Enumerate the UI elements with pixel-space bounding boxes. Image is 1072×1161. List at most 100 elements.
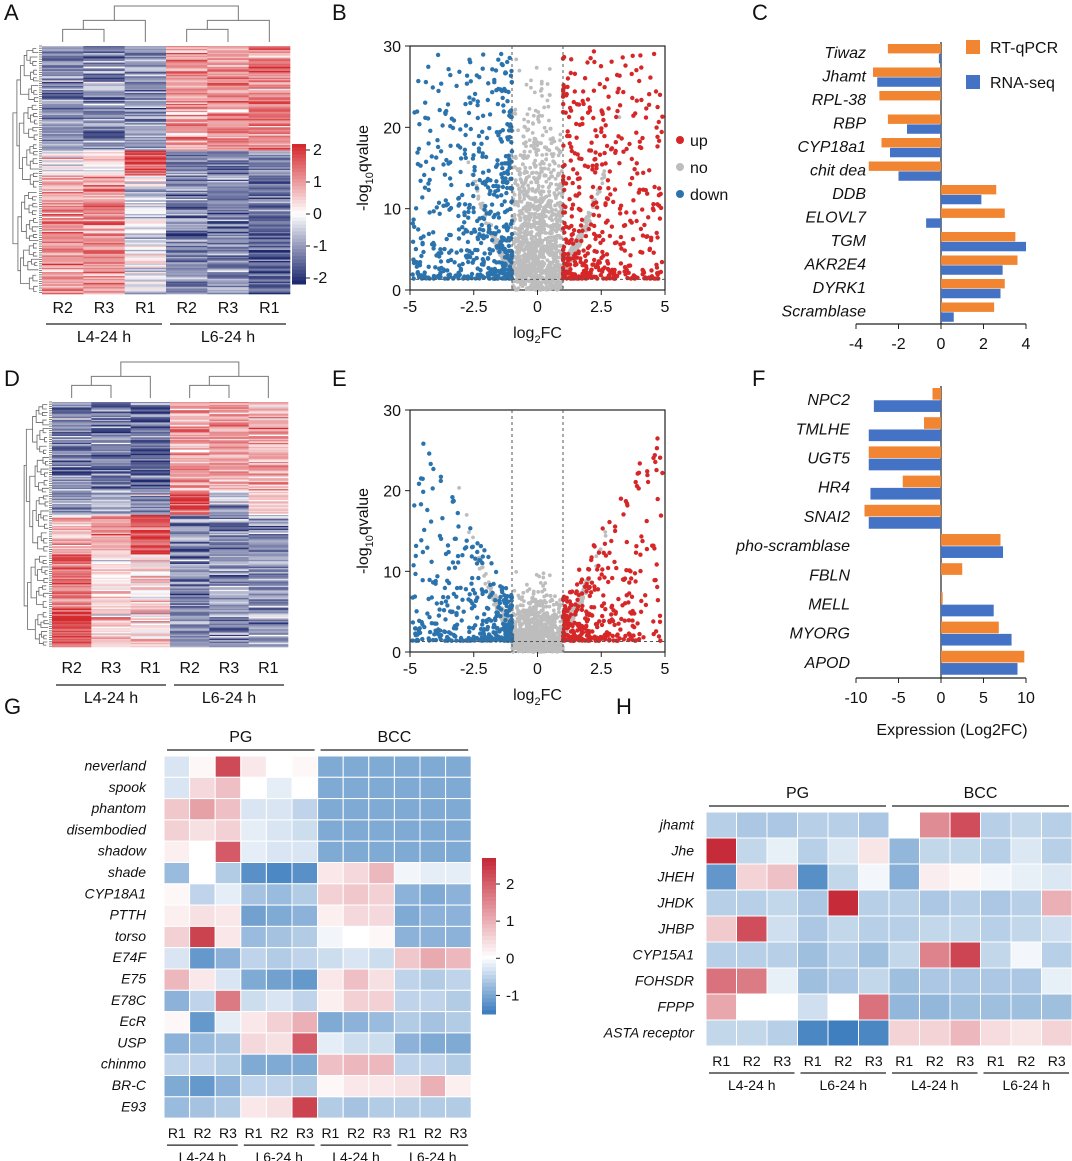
point-no — [520, 181, 524, 185]
heatmap-cell — [170, 498, 210, 501]
point-down — [484, 234, 490, 239]
dendrogram-branch — [21, 201, 27, 232]
heatmap-cell — [248, 243, 291, 245]
heatmap-cell — [83, 108, 125, 110]
point-no — [553, 272, 558, 277]
heatmap-cell — [130, 527, 171, 529]
point-down — [497, 129, 503, 135]
heatmap-cell — [209, 406, 249, 408]
point-down — [426, 141, 431, 146]
heatmap-cell — [248, 406, 289, 408]
heatmap-cell — [170, 487, 210, 490]
heatmap-cell — [83, 50, 125, 52]
heatmap-cell — [248, 277, 291, 280]
heatmap-cell — [42, 179, 84, 182]
heatmap-cell — [166, 167, 208, 169]
heatmap-cell — [170, 502, 210, 505]
point-down — [428, 128, 433, 133]
heatmap-cell — [91, 583, 131, 585]
heatmap-cell — [170, 592, 210, 595]
heatmap-cell — [42, 252, 84, 255]
heatmap-cell — [124, 234, 167, 237]
heatmap-cell — [209, 410, 249, 412]
point-no — [526, 259, 531, 264]
point-no — [532, 278, 537, 282]
heatmap-cell — [52, 456, 92, 459]
heatmap-cell — [248, 451, 289, 453]
heatmap-cell — [248, 455, 289, 457]
point-down — [431, 246, 436, 251]
point-down — [421, 234, 426, 239]
heatmap-cell — [130, 614, 171, 616]
point-up — [597, 81, 602, 87]
heatmap-cell — [83, 176, 125, 179]
point-no — [540, 94, 544, 98]
heatmap-cell — [83, 291, 125, 293]
heatmap-cell — [166, 65, 208, 67]
point-no — [529, 78, 533, 83]
point-down — [486, 276, 492, 281]
heatmap-cell — [52, 502, 92, 505]
heatmap-cell — [130, 568, 171, 570]
heatmap-cell — [42, 233, 84, 236]
heatmap-cell — [248, 561, 289, 563]
point-up — [617, 206, 623, 211]
heatmap-cell — [209, 565, 249, 567]
heatmap-cell — [207, 74, 249, 77]
heatmap-cell — [42, 141, 84, 143]
heatmap-cell — [42, 153, 84, 156]
heatmap-cell — [83, 254, 125, 256]
heatmap-cell — [248, 160, 291, 163]
heatmap-cell — [248, 176, 291, 179]
heatmap-cell — [166, 248, 208, 251]
point-no — [534, 65, 539, 70]
colorbar-step — [292, 207, 306, 211]
heatmap-cell — [207, 161, 249, 164]
point-down — [487, 247, 492, 252]
heatmap-cell — [130, 512, 171, 514]
heatmap-cell — [130, 427, 171, 430]
point-no — [549, 199, 554, 204]
heatmap-cell — [166, 204, 208, 207]
heatmap-cell — [166, 160, 208, 163]
heatmap-cell — [166, 200, 208, 202]
heatmap-cell — [248, 201, 291, 204]
heatmap-cell — [248, 585, 289, 588]
heatmap-cell — [166, 265, 208, 267]
point-no — [526, 154, 531, 159]
heatmap-cell — [83, 139, 125, 142]
heatmap-cell — [42, 139, 84, 142]
colorbar-step — [292, 242, 306, 246]
bar-rt-qpcr — [868, 161, 941, 171]
heatmap-cell — [42, 48, 84, 51]
heatmap-cell — [83, 240, 125, 242]
point-no — [544, 157, 549, 162]
heatmap-cell — [83, 241, 125, 244]
heatmap-cell — [207, 179, 249, 182]
colorbar-step — [292, 228, 306, 232]
heatmap-cell — [170, 495, 210, 498]
heatmap-cell — [248, 80, 291, 83]
heatmap-cell — [83, 98, 125, 101]
point-no — [543, 269, 548, 273]
heatmap-cell — [83, 142, 125, 145]
heatmap-cell — [42, 132, 84, 135]
heatmap-cell — [52, 486, 92, 489]
heatmap-cell — [124, 113, 167, 116]
heatmap-cell — [170, 501, 210, 504]
heatmap-cell — [83, 203, 125, 205]
heatmap-cell — [130, 520, 171, 523]
heatmap-cell — [91, 506, 131, 509]
heatmap-cell — [91, 471, 131, 474]
heatmap-cell — [83, 46, 125, 48]
heatmap-cell — [124, 66, 167, 69]
point-up — [583, 233, 589, 239]
dendrogram-branch — [33, 218, 38, 223]
heatmap-cell — [248, 580, 289, 582]
heatmap-cell — [209, 553, 249, 555]
point-up — [589, 267, 594, 272]
heatmap-cell — [207, 209, 249, 212]
heatmap-cell — [248, 403, 289, 406]
heatmap-cell — [130, 559, 171, 562]
heatmap-cell — [248, 76, 291, 78]
